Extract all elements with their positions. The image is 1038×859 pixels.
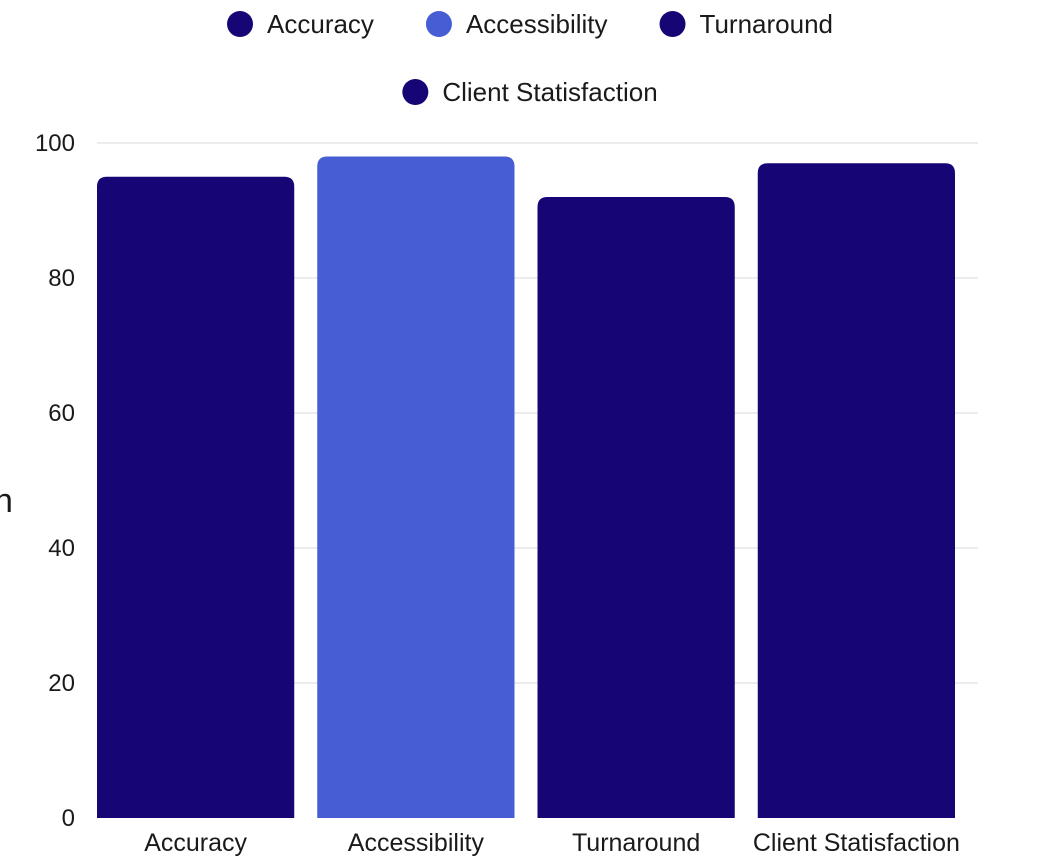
y-tick-label: 0 xyxy=(62,805,75,832)
y-tick-label: 100 xyxy=(35,130,75,157)
legend-label: Accessibility xyxy=(466,9,608,39)
legend-label: Client Statisfaction xyxy=(442,77,657,107)
x-axis-labels: Accuracy Accessibility Turnaround Client St… xyxy=(144,829,960,857)
y-tick-label: 20 xyxy=(48,670,75,697)
legend: Accuracy Accessibility Turnaround Client St… xyxy=(227,9,833,107)
legend-label: Accuracy xyxy=(267,9,374,39)
legend-swatch xyxy=(227,11,254,37)
bars xyxy=(97,156,955,818)
y-axis-label-fragment: n xyxy=(0,482,13,520)
y-tick-label: 80 xyxy=(48,265,75,292)
x-category-label: Client Statisfaction xyxy=(753,829,960,857)
legend-swatch xyxy=(425,11,452,37)
x-category-label: Turnaround xyxy=(572,829,700,857)
legend-swatch xyxy=(402,79,429,105)
legend-label: Turnaround xyxy=(700,9,833,39)
legend-item: Accuracy xyxy=(227,9,374,39)
bar-accessibility xyxy=(317,156,515,818)
x-category-label: Accessibility xyxy=(348,829,485,857)
y-tick-label: 60 xyxy=(48,400,75,427)
bar-turnaround xyxy=(537,197,735,818)
legend-item: Accessibility xyxy=(425,9,608,39)
legend-item: Client Statisfaction xyxy=(402,77,658,107)
y-axis-ticks: 0 20 40 60 80 100 xyxy=(35,130,75,832)
x-category-label: Accuracy xyxy=(144,829,247,857)
bar-client-statisfaction xyxy=(757,163,955,818)
legend-swatch xyxy=(659,11,686,37)
legend-item: Turnaround xyxy=(659,9,833,39)
y-tick-label: 40 xyxy=(48,535,75,562)
bar-accuracy xyxy=(97,176,295,818)
